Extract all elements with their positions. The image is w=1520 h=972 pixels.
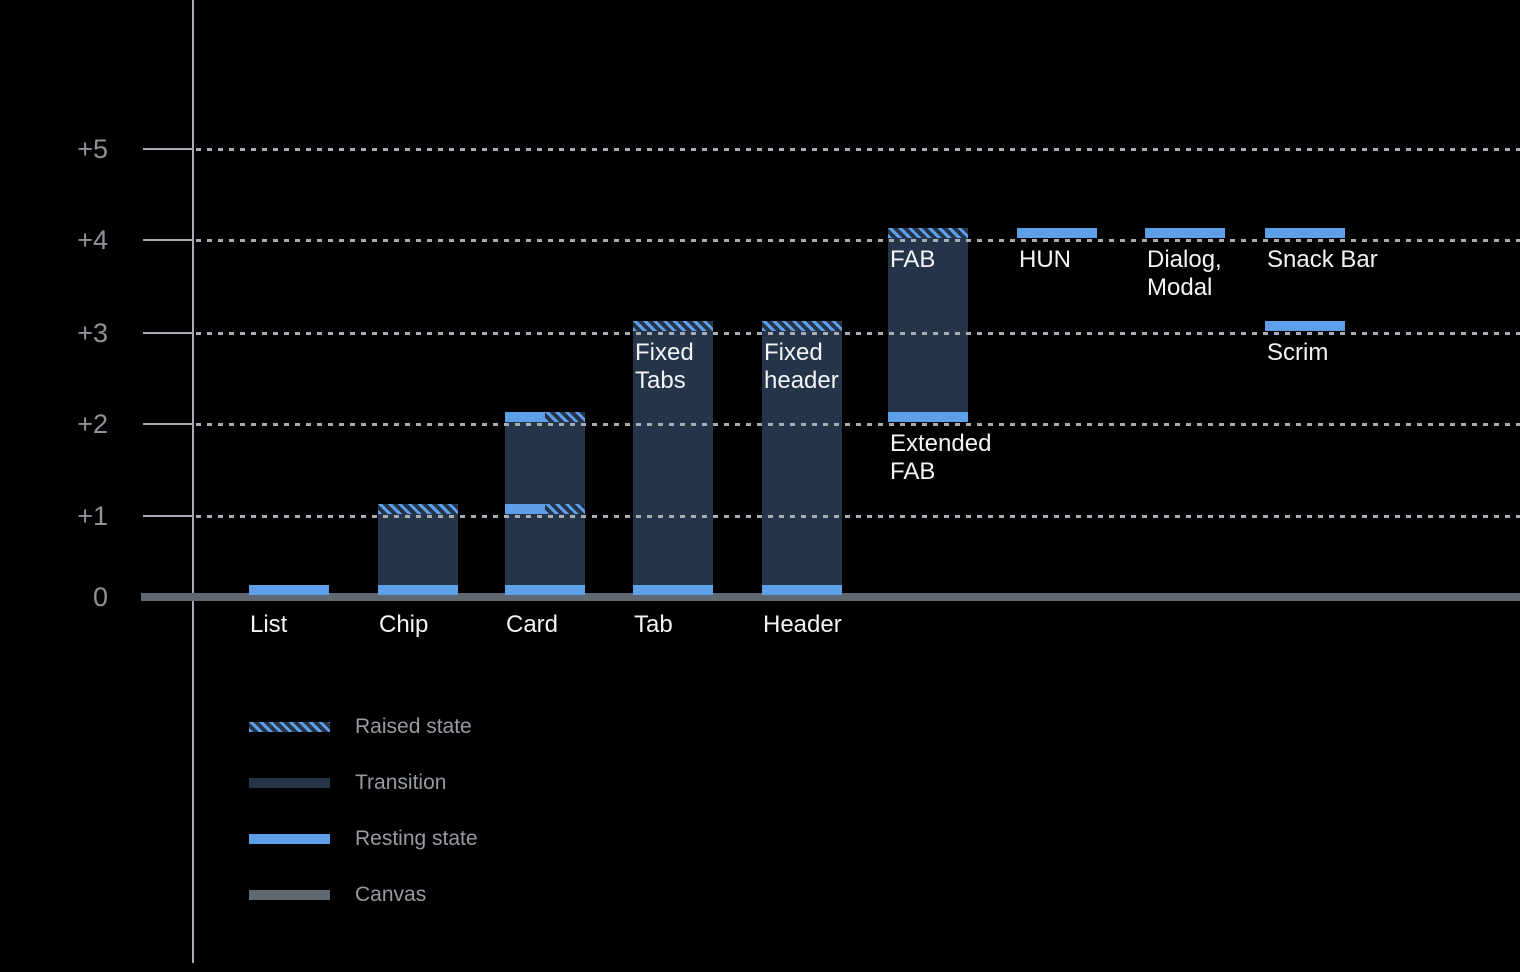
legend-label-raised: Raised state (355, 715, 472, 738)
legend-row-resting: Resting state (249, 811, 478, 867)
legend-swatch-canvas (249, 890, 330, 900)
legend-swatch-transition (249, 778, 330, 788)
y-tick-label-1: +1 (77, 501, 108, 531)
legend-row-raised: Raised state (249, 699, 478, 755)
y-axis-line (192, 0, 194, 963)
legend-row-canvas: Canvas (249, 867, 478, 923)
resting-strip-snack-bar (1265, 228, 1345, 238)
axis-label-header: Header (763, 611, 842, 638)
caption-snack-bar: Snack Bar (1267, 246, 1378, 273)
raised-strip-header (762, 321, 842, 331)
y-tick-label-3: +3 (77, 318, 108, 348)
raised-strip-tab (633, 321, 713, 331)
axis-label-list: List (250, 611, 288, 638)
legend-row-transition: Transition (249, 755, 478, 811)
y-tick-level-3 (143, 332, 193, 334)
axis-label-card: Card (506, 611, 559, 638)
raised-strip-chip (378, 504, 458, 514)
y-tick-level-5 (143, 148, 193, 150)
gridline-level-4 (196, 239, 1520, 242)
caption-scrim: Scrim (1267, 339, 1329, 366)
raised-strip-fab (888, 228, 968, 238)
legend-swatch-resting (249, 834, 330, 844)
caption-header: Fixed header (764, 339, 839, 394)
raised-strip-card-l2 (545, 412, 585, 422)
resting-strip-card-l2 (505, 412, 545, 422)
y-tick-label-4: +4 (77, 225, 108, 255)
gridline-level-3 (196, 332, 1520, 335)
y-tick-label-2: +2 (77, 409, 108, 439)
resting-strip-dialog-modal (1145, 228, 1225, 238)
y-tick-level-4 (143, 239, 193, 241)
y-tick-label-0: 0 (92, 582, 108, 612)
resting-strip-tab (633, 585, 713, 595)
bar-body-header (762, 331, 842, 595)
resting-strip-card (505, 585, 585, 595)
raised-strip-card-l1 (545, 504, 585, 514)
caption-fab: FAB (890, 246, 936, 273)
resting-strip-fab (888, 412, 968, 422)
legend-label-canvas: Canvas (355, 883, 427, 906)
caption-hun: HUN (1019, 246, 1071, 273)
legend: Raised state Transition Resting state Canva… (249, 699, 478, 923)
caption-dialog-modal: Dialog, Modal (1147, 246, 1222, 301)
legend-label-resting: Resting state (355, 827, 478, 850)
legend-swatch-raised (249, 722, 330, 732)
y-tick-label-5: +5 (77, 134, 108, 164)
resting-strip-card-l1 (505, 504, 545, 514)
caption-fab-1: Extended FAB (890, 430, 992, 485)
resting-strip-chip (378, 585, 458, 595)
gridline-level-1 (196, 515, 1520, 518)
axis-label-chip: Chip (379, 611, 429, 638)
axis-label-tab: Tab (634, 611, 673, 638)
legend-label-transition: Transition (355, 771, 447, 794)
gridline-level-5 (196, 148, 1520, 151)
caption-tab: Fixed Tabs (635, 339, 694, 394)
gridline-level-2 (196, 423, 1520, 426)
resting-strip-header (762, 585, 842, 595)
resting-strip-list (249, 585, 329, 595)
y-tick-level-2 (143, 423, 193, 425)
resting-strip-hun (1017, 228, 1097, 238)
resting-strip-scrim (1265, 321, 1345, 331)
y-tick-level-1 (143, 515, 193, 517)
canvas-baseline (141, 593, 1520, 601)
bar-body-tab (633, 331, 713, 595)
bar-body-fab (888, 238, 968, 422)
bar-body-chip (378, 514, 458, 595)
